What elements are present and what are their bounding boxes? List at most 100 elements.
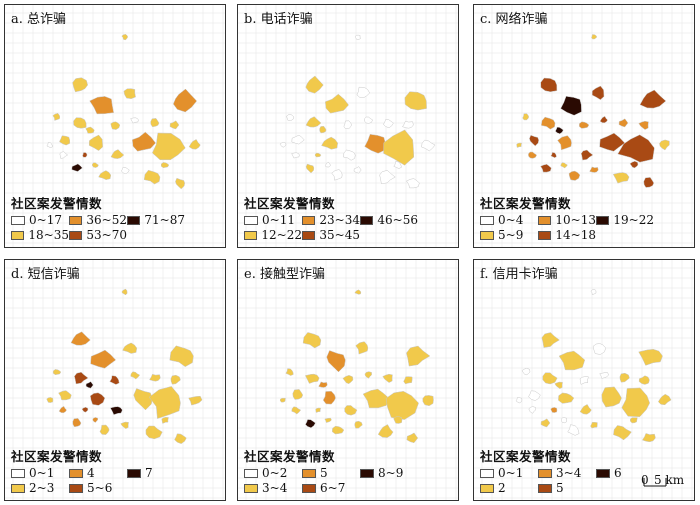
legend-swatch <box>596 215 610 225</box>
community-region <box>590 422 598 429</box>
community-region <box>321 136 338 150</box>
legend-swatch <box>69 468 83 478</box>
map-panel-d: d. 短信诈骗 社区案发警情数 0~1 4 7 2~3 5~6 <box>4 259 226 501</box>
community-region <box>291 152 300 159</box>
community-region <box>121 34 129 41</box>
community-region <box>364 371 372 379</box>
community-region <box>638 120 649 130</box>
community-region <box>659 139 670 151</box>
community-region <box>89 96 114 115</box>
legend-label: 3~4 <box>262 481 288 495</box>
community-region <box>362 388 390 409</box>
legend-item: 4 <box>69 466 127 480</box>
community-region <box>58 390 72 401</box>
community-region <box>540 77 558 93</box>
community-region <box>404 91 427 111</box>
community-region <box>188 139 201 150</box>
community-region <box>99 424 110 435</box>
legend-swatch <box>360 468 374 478</box>
community-region <box>383 129 415 166</box>
community-region <box>343 149 356 161</box>
legend-label: 2~3 <box>29 481 55 495</box>
legend-title-c: 社区案发警情数 <box>480 196 572 211</box>
community-region <box>58 405 67 414</box>
community-region <box>621 387 650 417</box>
legend-label: 14~18 <box>555 228 596 242</box>
community-region <box>555 126 564 135</box>
community-region <box>354 289 362 295</box>
community-region <box>132 131 156 152</box>
community-region <box>383 119 394 129</box>
legend-label: 5~9 <box>498 228 524 242</box>
legend-swatch <box>127 215 141 225</box>
community-region <box>557 135 572 151</box>
community-region <box>85 126 95 134</box>
legend-item: 53~70 <box>69 228 127 242</box>
legend-label: 18~35 <box>28 228 69 242</box>
community-region <box>46 397 54 403</box>
legend-item: 10~13 <box>538 213 596 227</box>
legend-item: 8~9 <box>360 466 418 480</box>
community-region <box>364 134 386 154</box>
community-region <box>315 407 322 413</box>
map-panel-f: f. 信用卡诈骗 社区案发警情数 0~1 3~4 6 2 5 <box>473 259 695 501</box>
legend-item: 3~4 <box>244 481 302 495</box>
community-region <box>515 397 523 404</box>
community-region <box>591 34 598 40</box>
legend-item: 6~7 <box>302 481 360 495</box>
legend-d: 社区案发警情数 0~1 4 7 2~3 5~6 <box>11 446 185 495</box>
community-region <box>590 288 597 295</box>
community-region <box>592 343 607 355</box>
community-region <box>59 151 69 159</box>
community-region <box>355 34 361 40</box>
scale-bar-start: 0 <box>641 473 649 487</box>
community-region <box>618 118 629 128</box>
community-region <box>516 142 523 148</box>
community-region <box>550 152 557 158</box>
community-region <box>540 164 552 173</box>
community-region <box>291 134 305 145</box>
legend-label: 0~1 <box>498 466 524 480</box>
community-region <box>109 375 120 385</box>
community-region <box>305 419 316 429</box>
legend-label: 2 <box>498 481 506 495</box>
community-region <box>579 121 590 129</box>
community-region <box>130 371 141 380</box>
community-region <box>305 116 322 128</box>
community-region <box>188 395 203 406</box>
legend-c: 社区案发警情数 0~4 10~13 19~22 5~9 14~18 <box>480 193 654 242</box>
community-region <box>285 368 294 376</box>
community-region <box>59 135 71 146</box>
community-region <box>601 386 622 408</box>
community-region <box>148 386 181 419</box>
community-region <box>591 85 605 101</box>
community-regions <box>515 288 672 443</box>
scale-bar-end: 5 km <box>654 473 685 487</box>
community-region <box>324 417 332 423</box>
legend-swatch <box>302 468 316 478</box>
legend-item: 6 <box>596 466 654 480</box>
community-region <box>291 406 302 415</box>
legend-label: 4 <box>87 466 95 480</box>
community-region <box>88 134 103 151</box>
legend-label: 10~13 <box>555 213 596 227</box>
community-region <box>121 288 128 296</box>
legend-title-a: 社区案发警情数 <box>11 196 103 211</box>
legend-label: 3~4 <box>556 466 582 480</box>
community-region <box>522 113 530 121</box>
map-area-a <box>5 5 225 247</box>
legend-item: 5~9 <box>480 228 538 242</box>
community-regions <box>279 289 434 444</box>
legend-swatch <box>244 230 258 240</box>
legend-title-e: 社区案发警情数 <box>244 449 336 464</box>
legend-swatch <box>244 215 258 225</box>
community-region <box>355 341 369 355</box>
community-region <box>402 120 414 129</box>
community-region <box>314 152 322 158</box>
community-region <box>175 177 185 190</box>
legend-item: 0~4 <box>480 213 538 227</box>
community-region <box>558 392 575 404</box>
community-region <box>540 418 551 428</box>
community-region <box>528 406 536 414</box>
community-region <box>554 381 563 389</box>
